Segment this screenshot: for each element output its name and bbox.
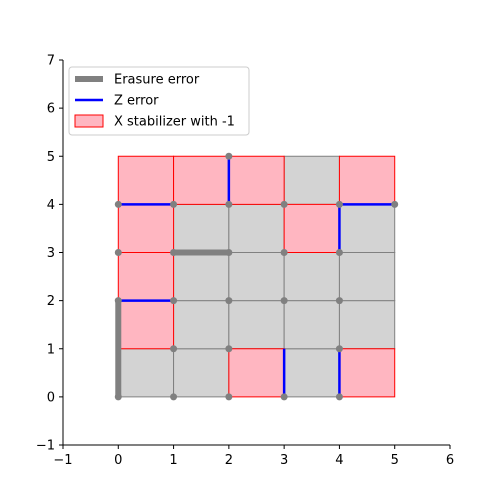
cells-layer (117, 155, 396, 398)
lattice-cell (173, 300, 230, 350)
lattice-cell (338, 252, 396, 302)
x-stabilizer-cell (228, 348, 285, 398)
legend-label: X stabilizer with -1 (114, 115, 235, 130)
y-tick-label: 4 (47, 198, 55, 213)
y-tick-label: 0 (47, 390, 55, 405)
y-tick-label: 5 (47, 150, 55, 165)
legend: Erasure error Z error X stabilizer with -1 (68, 66, 250, 136)
lattice-cell (283, 300, 340, 350)
lattice-cell (228, 300, 285, 350)
lattice-vertex (170, 393, 178, 401)
y-tick-label: 6 (47, 102, 55, 117)
z-error-layer (118, 156, 395, 397)
lattice-vertex (335, 345, 343, 353)
lattice-vertex (335, 393, 343, 401)
y-tick-label: 2 (47, 294, 55, 309)
lattice-cell (173, 348, 230, 398)
lattice-vertex (170, 249, 178, 256)
lattice-cell (173, 203, 230, 253)
x-tick-label: 0 (114, 453, 122, 468)
x-stabilizer-cell (173, 155, 230, 205)
lattice-vertex (280, 393, 288, 401)
lattice-cell (228, 252, 285, 302)
lattice-cell (338, 300, 396, 350)
y-tick-label: 1 (47, 342, 55, 357)
x-stabilizer-cell (338, 348, 396, 398)
lattice-vertex (280, 297, 288, 305)
lattice-vertex (225, 152, 233, 160)
x-tick-label: 5 (391, 453, 399, 468)
x-stabilizer-cell (283, 203, 340, 253)
lattice-vertex (225, 297, 233, 305)
x-stabilizer-cell (228, 155, 285, 205)
lattice-vertex (170, 297, 178, 305)
lattice-vertex (335, 297, 343, 305)
lattice-cell (283, 252, 340, 302)
x-stabilizer-cell (117, 155, 175, 205)
x-tick-label: 2 (225, 453, 233, 468)
lattice-vertex (225, 345, 233, 353)
lattice-vertex (170, 345, 178, 353)
x-stabilizer-cell (338, 155, 396, 205)
legend-swatch-x-stabilizer (74, 114, 104, 128)
x-tick-label: 4 (335, 453, 343, 468)
erasure-layer (115, 249, 229, 397)
lattice-vertex (335, 249, 343, 256)
lattice-cell (117, 348, 175, 398)
lattice-vertex (225, 393, 233, 401)
legend-label: Z error (114, 94, 159, 109)
lattice-vertex (225, 249, 233, 256)
vertex-layer (114, 152, 399, 401)
lattice-cell (283, 155, 340, 205)
x-stabilizer-cell (117, 203, 175, 253)
x-tick-label: 6 (446, 453, 454, 468)
lattice-vertex (114, 249, 122, 256)
x-tick-label: 3 (280, 453, 288, 468)
y-tick-label: −1 (36, 439, 55, 454)
x-tick-label: 1 (169, 453, 177, 468)
x-tick-label: −1 (53, 453, 72, 468)
lattice-cell (283, 348, 340, 398)
axes-layer: −1 0 1 2 3 4 5 6 −1 0 1 2 3 4 5 6 7 (36, 54, 454, 469)
x-stabilizer-cell (117, 252, 175, 302)
lattice-vertex (114, 200, 122, 208)
lattice-vertex (114, 393, 122, 401)
lattice-vertex (280, 200, 288, 208)
lattice-vertex (391, 200, 399, 208)
y-tick-label: 3 (47, 246, 55, 261)
lattice-vertex (335, 200, 343, 208)
lattice-cell (228, 203, 285, 253)
x-stabilizer-cell (117, 300, 175, 350)
lattice-vertex (225, 200, 233, 208)
lattice-cell (173, 252, 230, 302)
legend-box (68, 66, 250, 136)
lattice-cell (338, 203, 396, 253)
lattice-vertex (114, 297, 122, 305)
y-tick-label: 7 (47, 54, 55, 69)
legend-label: Erasure error (114, 73, 200, 88)
lattice-vertex (280, 249, 288, 256)
lattice-vertex (170, 200, 178, 208)
